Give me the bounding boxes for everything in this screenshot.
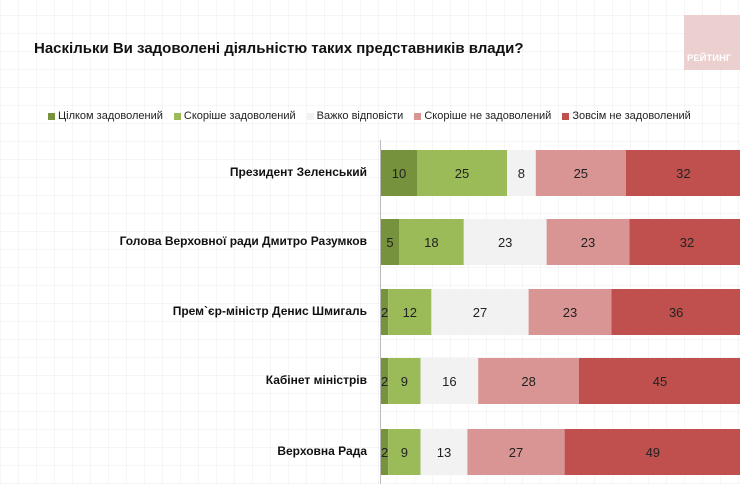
bar-segment [399,219,464,265]
data-label: 2 [381,305,388,320]
category-label: Кабінет міністрів [265,373,367,387]
bar-segment [478,358,579,404]
data-label: 36 [669,305,683,320]
data-label: 9 [401,374,408,389]
data-label: 12 [403,305,417,320]
rating-logo: РЕЙТИНГ [684,15,740,70]
data-label: 49 [646,445,660,460]
data-label: 10 [392,166,406,181]
legend-swatch [562,112,570,120]
bar-segment [625,150,740,196]
y-axis-line [380,140,381,484]
bar-segment [564,429,740,475]
bar-segment [388,289,432,335]
bar-segment [467,429,565,475]
bar-segment [535,150,626,196]
legend-swatch [173,112,181,120]
data-label: 25 [574,166,588,181]
data-label: 23 [563,305,577,320]
data-label: 2 [381,374,388,389]
legend-item: Скоріше задоволений [173,110,296,122]
data-label: 9 [401,445,408,460]
legend-swatch [414,112,422,120]
data-label: 32 [680,235,694,250]
bar-segment [463,219,547,265]
legend-item: Скоріше не задоволений [414,110,551,122]
bar-segment [381,429,389,475]
legend-label: Зовсім не задоволений [572,110,691,122]
data-label: 27 [473,305,487,320]
data-label: 32 [676,166,690,181]
bar-segment [528,289,612,335]
logo-text: РЕЙТИНГ [687,53,732,64]
data-label: 16 [442,374,456,389]
category-label: Прем`єр-міністр Денис Шмигаль [172,304,367,318]
bar-segment [420,429,468,475]
category-label: Верховна Рада [277,444,367,458]
data-label: 2 [381,445,388,460]
bar-segment [381,289,389,335]
category-label: Президент Зеленський [229,165,367,179]
category-label: Голова Верховної ради Дмитро Разумков [119,234,367,248]
bar-segment [420,358,479,404]
data-label: 28 [521,374,535,389]
data-label: 23 [581,235,595,250]
bar-segment [629,219,740,265]
bar-segment [381,150,417,196]
data-label: 23 [498,235,512,250]
chart-title: Наскільки Ви задоволені діяльністю таких… [34,40,524,57]
bar-segment [579,358,740,404]
bar-segment [546,219,630,265]
bar-segment [388,358,421,404]
legend-label: Важко відповісти [316,110,404,122]
data-label: 13 [437,445,451,460]
bar-segment [507,150,536,196]
legend-item: Важко відповісти [306,110,404,122]
bar-segment [431,289,529,335]
bar-segment [388,429,421,475]
data-label: 18 [424,235,438,250]
legend: Цілком задоволений Скоріше задоволений Важ… [48,110,691,122]
data-label: 5 [386,235,393,250]
legend-label: Цілком задоволений [58,110,163,122]
bar-segment [381,219,399,265]
legend-swatch [306,112,314,120]
data-label: 25 [455,166,469,181]
legend-label: Скоріше не задоволений [424,110,552,122]
legend-swatch [48,112,55,120]
data-label: 45 [653,374,667,389]
bar-segment [611,289,740,335]
legend-item: Цілком задоволений [48,110,163,122]
bar-segment [417,150,507,196]
legend-item: Зовсім не задоволений [562,110,691,122]
bar-segment [381,358,389,404]
data-label: 8 [518,166,525,181]
data-label: 27 [509,445,523,460]
legend-label: Скоріше задоволений [183,110,296,122]
